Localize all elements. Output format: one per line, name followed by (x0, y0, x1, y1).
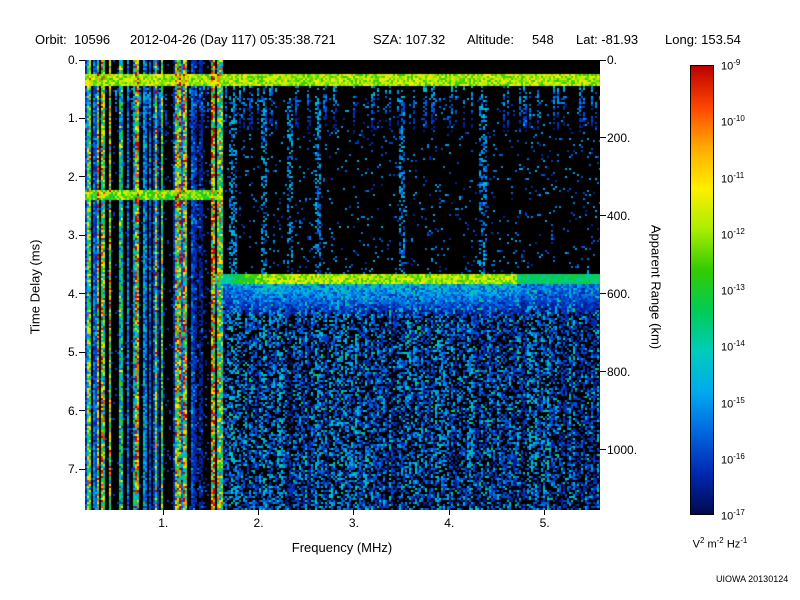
y-left-tick (79, 176, 85, 178)
colorbar-tick-label: 10-11 (721, 170, 745, 186)
colorbar-tick-label: 10-12 (721, 226, 745, 242)
header-field-sza: SZA: 107.32 (373, 32, 446, 47)
colorbar-tick-label: 10-15 (721, 395, 745, 411)
y-left-tick-label: 2. (67, 169, 78, 184)
x-tick (258, 510, 260, 515)
y-right-tick (600, 371, 606, 373)
y-left-tick (79, 468, 85, 470)
colorbar-tick-label: 10-10 (721, 114, 745, 129)
colorbar-tick-label: 10-13 (721, 283, 745, 298)
y-right-tick-label: 1000. (607, 442, 638, 457)
colorbar-tick-label: 10-14 (721, 339, 745, 354)
y-axis-label-left: Time Delay (ms) (27, 239, 43, 335)
y-axis-label-right: Apparent Range (km) (648, 224, 664, 350)
y-left-tick (79, 293, 85, 295)
y-right-tick (600, 449, 606, 451)
y-right-tick (600, 293, 606, 295)
y-left-tick (79, 351, 85, 353)
y-left-tick (79, 117, 85, 119)
colorbar-tick-label: 10-17 (721, 508, 745, 523)
y-left-tick-label: 7. (67, 462, 78, 477)
x-tick (544, 510, 546, 515)
colorbar (690, 65, 714, 515)
y-right-tick-label: 600. (607, 286, 631, 301)
ionogram-heatmap (85, 60, 600, 510)
y-right-tick-label: 0. (607, 53, 618, 67)
x-tick-label: 1. (158, 516, 169, 530)
x-tick-label: 3. (348, 516, 359, 530)
y-left-tick (79, 410, 85, 412)
y-left-tick-label: 0. (67, 53, 78, 67)
y-right-tick-label: 200. (607, 130, 631, 145)
x-axis-label: Frequency (MHz) (291, 540, 393, 555)
y-right-tick-label: 800. (607, 364, 631, 379)
y-left-tick-label: 1. (67, 111, 78, 126)
y-left-tick-label: 5. (67, 345, 78, 360)
header-field-lat: Lat: -81.93 (576, 32, 639, 47)
y-right-tick (600, 215, 606, 217)
y-left-tick-label: 3. (67, 228, 78, 243)
header-field-long: Long: 153.54 (665, 32, 741, 47)
x-tick (448, 510, 450, 515)
x-tick-label: 5. (539, 516, 550, 530)
credit-text: UIOWA 20130124 (716, 574, 789, 584)
x-tick-label: 4. (444, 516, 455, 530)
colorbar-tick-label: 10-16 (721, 451, 745, 467)
y-right-tick-label: 400. (607, 208, 631, 223)
colorbar-tick-label: 10-9 (721, 58, 741, 73)
x-tick-label: 2. (253, 516, 264, 530)
y-left-tick (79, 59, 85, 61)
y-right-tick (600, 137, 606, 139)
y-right-tick (600, 59, 606, 61)
header-field-datetime: 2012-04-26 (Day 117) 05:35:38.721 (130, 32, 336, 47)
y-left-tick (79, 234, 85, 236)
header-field-orbit: Orbit: 10596 (35, 32, 111, 47)
header-field-altitude: Altitude: 548 (467, 32, 554, 47)
x-tick (353, 510, 355, 515)
x-tick (162, 510, 164, 515)
y-left-tick-label: 4. (67, 286, 78, 301)
colorbar-unit-label: V2 m-2 Hz-1 (692, 536, 748, 551)
y-left-tick-label: 6. (67, 403, 78, 418)
